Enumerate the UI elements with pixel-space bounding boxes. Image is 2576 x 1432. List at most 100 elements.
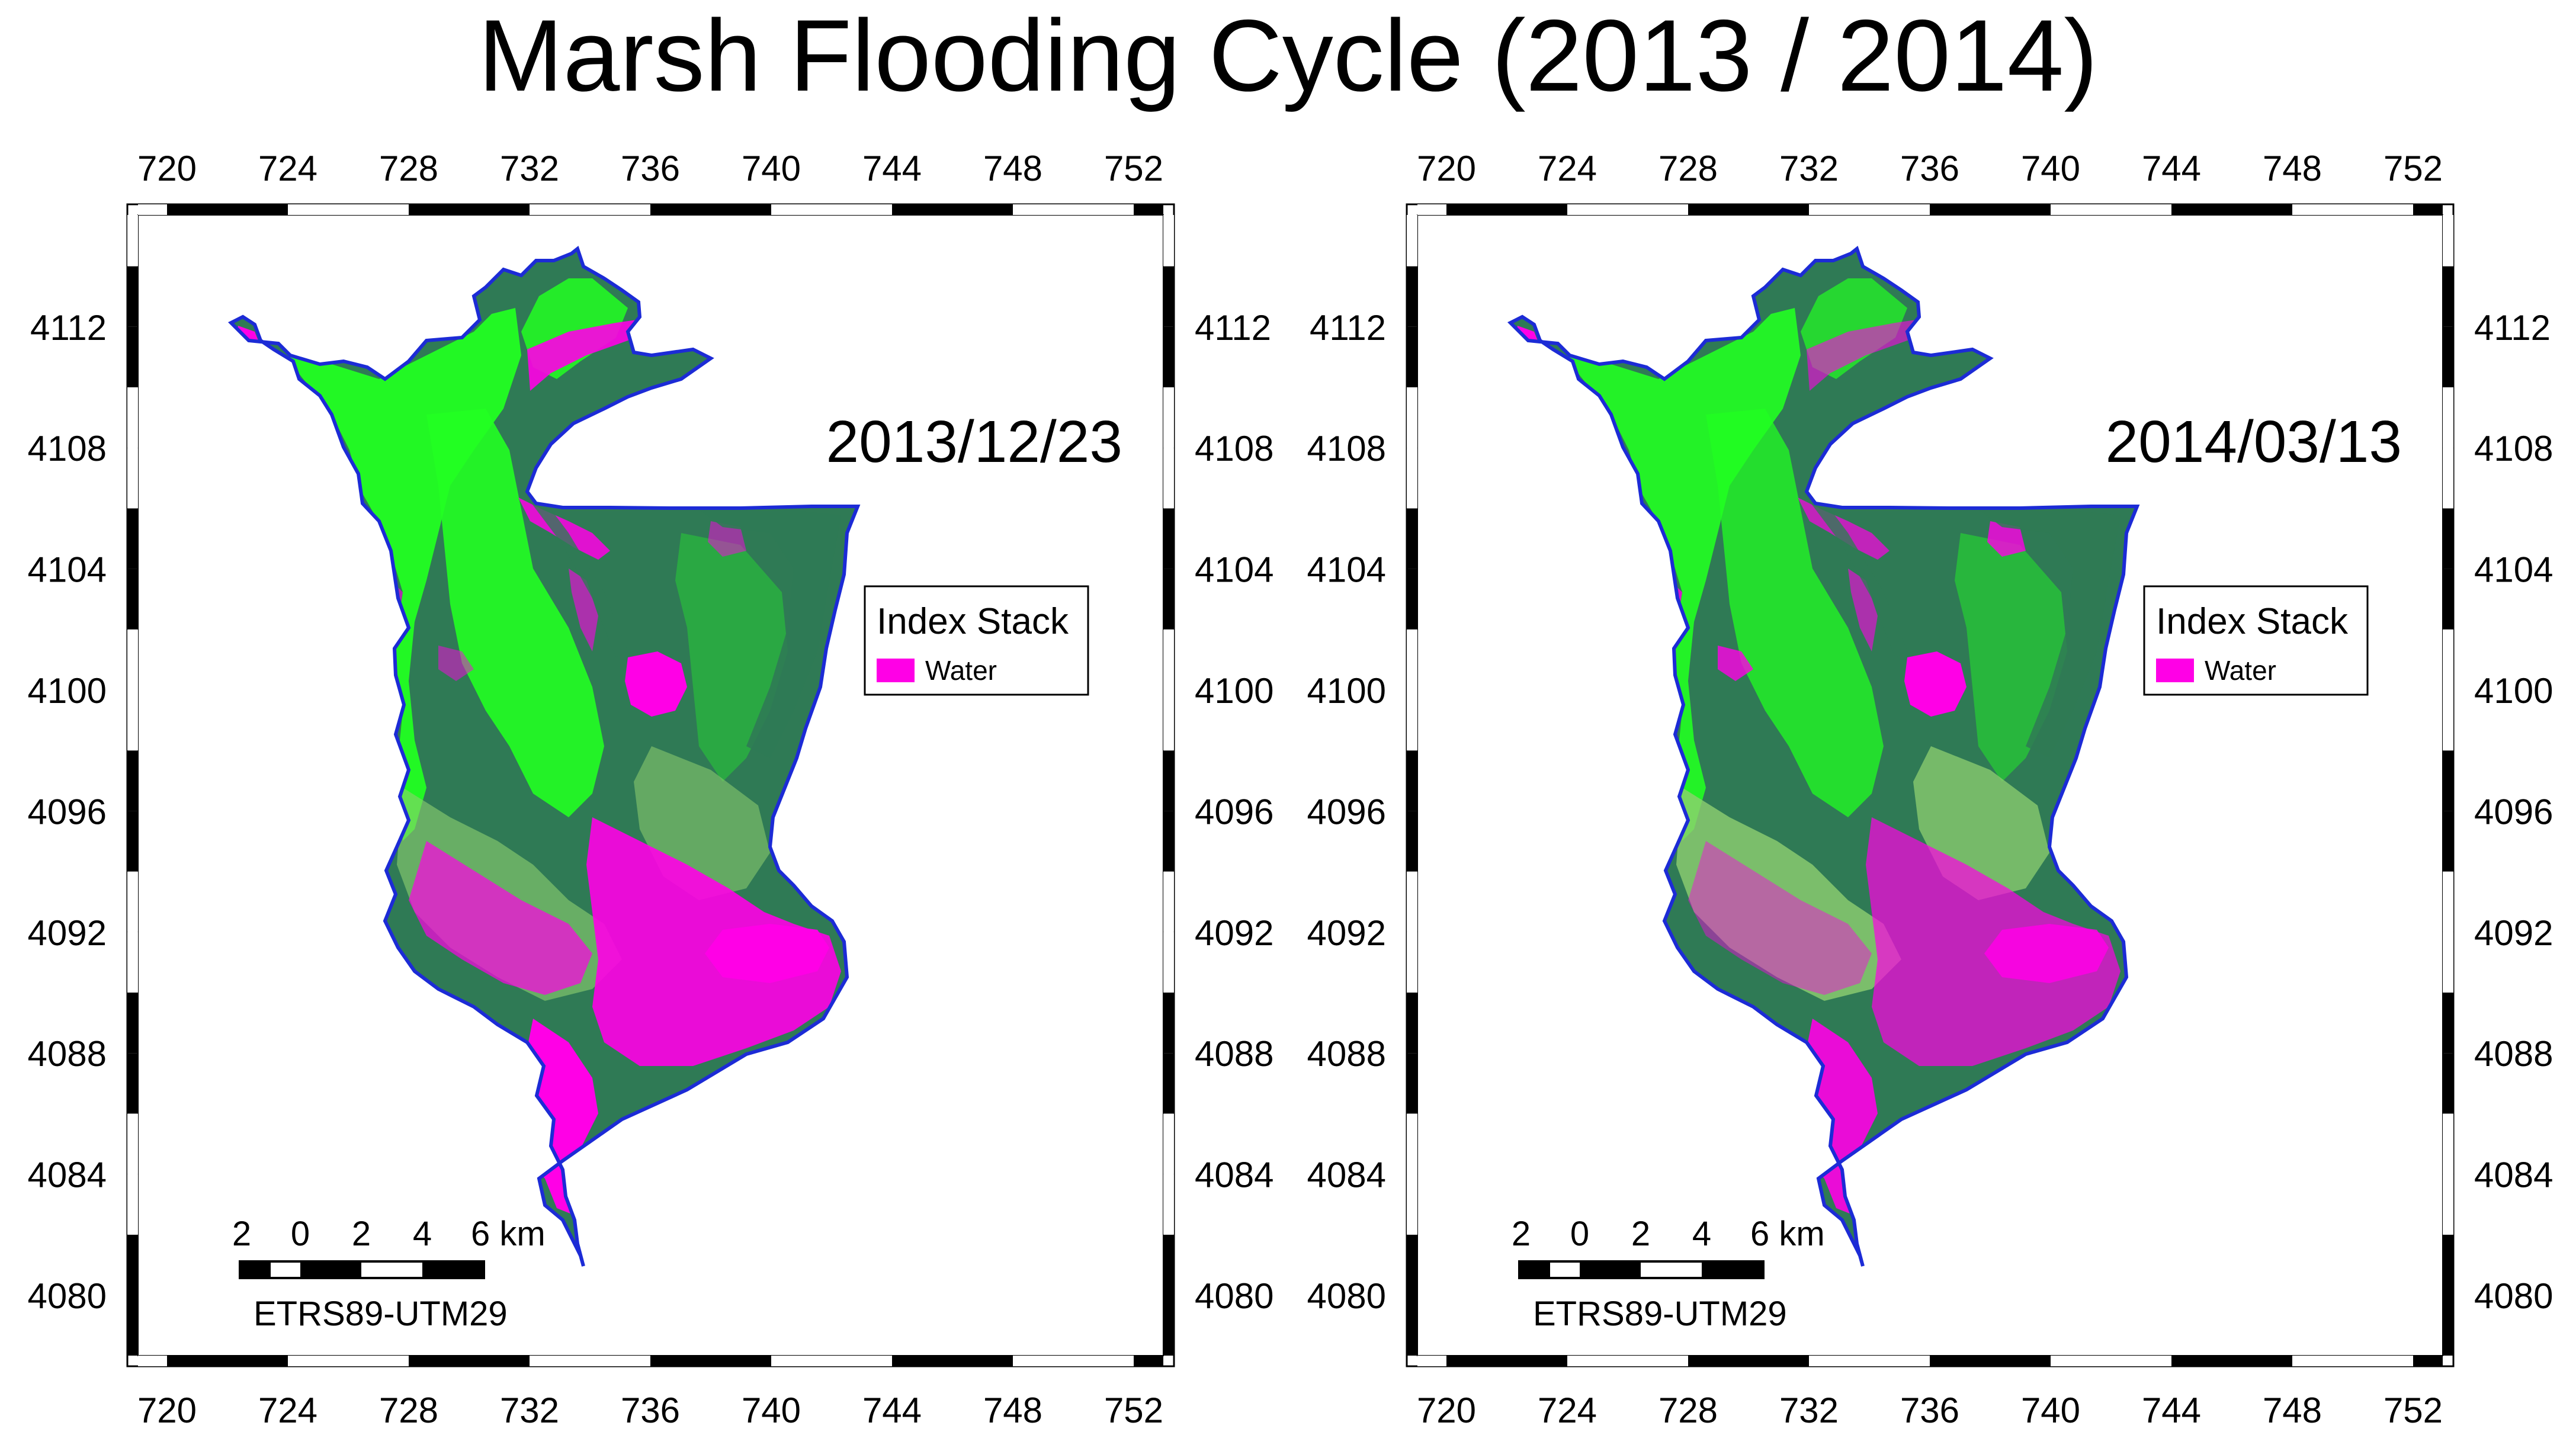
scale-bar-label: 0 xyxy=(1570,1215,1589,1253)
y-tick-label: 4096 xyxy=(1307,792,1386,831)
graticule-segment xyxy=(1013,204,1073,215)
y-tick-label: 4088 xyxy=(1307,1034,1386,1074)
scale-bar-label: 0 xyxy=(291,1215,310,1253)
graticule-segment xyxy=(1163,629,1174,690)
graticule-segment xyxy=(127,871,138,932)
water-area xyxy=(1987,521,2026,557)
graticule-segment xyxy=(1869,1356,1930,1366)
graticule-segment xyxy=(1446,1356,1507,1366)
x-tick-label: 736 xyxy=(621,1391,680,1430)
x-tick-label: 724 xyxy=(1538,149,1597,188)
y-tick-label: 4084 xyxy=(1307,1155,1386,1195)
x-tick-label: 732 xyxy=(1779,1391,1839,1430)
graticule-segment xyxy=(2443,448,2453,509)
y-tick-label: 4088 xyxy=(1195,1034,1273,1074)
scale-bar-label: 6 km xyxy=(471,1215,546,1253)
graticule-segment xyxy=(1417,204,1446,215)
y-tick-label: 4100 xyxy=(28,671,107,711)
channel-area xyxy=(1795,474,1907,657)
graticule-segment xyxy=(1163,1113,1174,1174)
y-tick-label: 4112 xyxy=(1195,308,1271,348)
graticule-segment xyxy=(1163,266,1174,327)
x-tick-label: 732 xyxy=(1779,149,1839,188)
graticule-segment xyxy=(127,326,138,387)
graticule-segment xyxy=(1163,448,1174,509)
graticule-segment xyxy=(167,1356,227,1366)
graticule-segment xyxy=(1163,993,1174,1054)
y-tick-label: 4080 xyxy=(1307,1276,1386,1316)
graticule-segment xyxy=(1407,508,1417,569)
scale-bar-label: 2 xyxy=(232,1215,251,1253)
y-tick-label: 4096 xyxy=(1195,792,1273,831)
x-tick-label: 744 xyxy=(862,1391,922,1430)
scale-segment xyxy=(240,1261,271,1278)
x-tick-label: 752 xyxy=(1104,1391,1163,1430)
y-tick-label: 4084 xyxy=(28,1155,107,1195)
y-tick-label: 4096 xyxy=(2474,792,2553,831)
graticule-segment xyxy=(1407,1053,1417,1114)
graticule-segment xyxy=(590,1356,650,1366)
graticule-segment xyxy=(127,215,138,267)
graticule-segment xyxy=(1990,1356,2051,1366)
graticule-segment xyxy=(2443,1295,2453,1356)
scale-segment xyxy=(1702,1261,1763,1278)
graticule-segment xyxy=(2443,508,2453,569)
x-tick-label: 748 xyxy=(983,1391,1042,1430)
map-frame: 720 724 728 732 736 740 744 748 752 720 724 728 732… xyxy=(28,149,1274,1430)
y-tick-label: 4080 xyxy=(2474,1276,2553,1316)
water-area xyxy=(438,646,474,681)
graticule-bar-top xyxy=(1417,204,2443,215)
graticule-segment xyxy=(1809,1356,1869,1366)
water-area xyxy=(1984,924,2109,983)
graticule-segment xyxy=(2443,1174,2453,1235)
graticule-segment xyxy=(348,1356,409,1366)
graticule-segment xyxy=(1990,204,2051,215)
x-tick-label: 720 xyxy=(1417,149,1476,188)
graticule-segment xyxy=(1163,215,1174,267)
y-axis-ticks-left: 4112 4108 4104 4100 4096 4092 4088 4084 4080 xyxy=(28,308,107,1316)
legend-label-water: Water xyxy=(2205,655,2276,686)
image-date-label: 2014/03/13 xyxy=(2106,409,2402,475)
x-tick-label: 732 xyxy=(500,149,559,188)
graticule-segment xyxy=(1407,1113,1417,1174)
graticule-segment xyxy=(1930,204,1990,215)
map-frame: 720 724 728 732 736 740 744 748 752 720 724 728 732… xyxy=(1307,149,2553,1430)
scale-bar: 2 0 2 4 6 km ETRS89-UTM29 xyxy=(1512,1215,1825,1333)
water-area xyxy=(1904,651,1967,717)
page-title: Marsh Flooding Cycle (2013 / 2014) xyxy=(478,0,2098,113)
graticule-segment xyxy=(1163,326,1174,387)
graticule-segment xyxy=(127,1234,138,1295)
graticule-segment xyxy=(127,448,138,509)
graticule-segment xyxy=(1407,448,1417,509)
graticule-segment xyxy=(469,204,530,215)
graticule-segment xyxy=(832,204,892,215)
marsh-outline xyxy=(1507,245,2140,1267)
map-panel-2014: 720 724 728 732 736 740 744 748 752 720 724 728 732… xyxy=(1279,0,2568,1432)
graticule-segment xyxy=(650,1356,711,1366)
marsh-index-layers xyxy=(1515,278,2121,1214)
x-tick-label: 728 xyxy=(379,1391,438,1430)
x-tick-label: 720 xyxy=(137,1391,197,1430)
graticule-segment xyxy=(1013,1356,1073,1366)
graticule-segment xyxy=(2443,750,2453,811)
crs-label: ETRS89-UTM29 xyxy=(254,1295,508,1333)
graticule-segment xyxy=(1407,326,1417,387)
graticule-segment xyxy=(1163,932,1174,993)
graticule-segment xyxy=(1507,204,1567,215)
y-tick-label: 4084 xyxy=(2474,1155,2553,1195)
x-tick-label: 748 xyxy=(2263,1391,2322,1430)
x-tick-label: 724 xyxy=(258,1391,317,1430)
vegetation-area xyxy=(1706,409,1884,817)
graticule-bar-left xyxy=(127,215,138,1356)
y-tick-label: 4112 xyxy=(2474,308,2551,348)
graticule-segment xyxy=(1163,690,1174,751)
graticule-segment xyxy=(1073,1356,1134,1366)
x-tick-label: 732 xyxy=(500,1391,559,1430)
graticule-segment xyxy=(1407,750,1417,811)
water-area xyxy=(569,569,598,651)
x-tick-label: 740 xyxy=(2021,1391,2080,1430)
y-tick-label: 4084 xyxy=(1195,1155,1273,1195)
y-tick-label: 4112 xyxy=(30,308,107,348)
graticule-segment xyxy=(348,204,409,215)
graticule-segment xyxy=(1567,1356,1628,1366)
